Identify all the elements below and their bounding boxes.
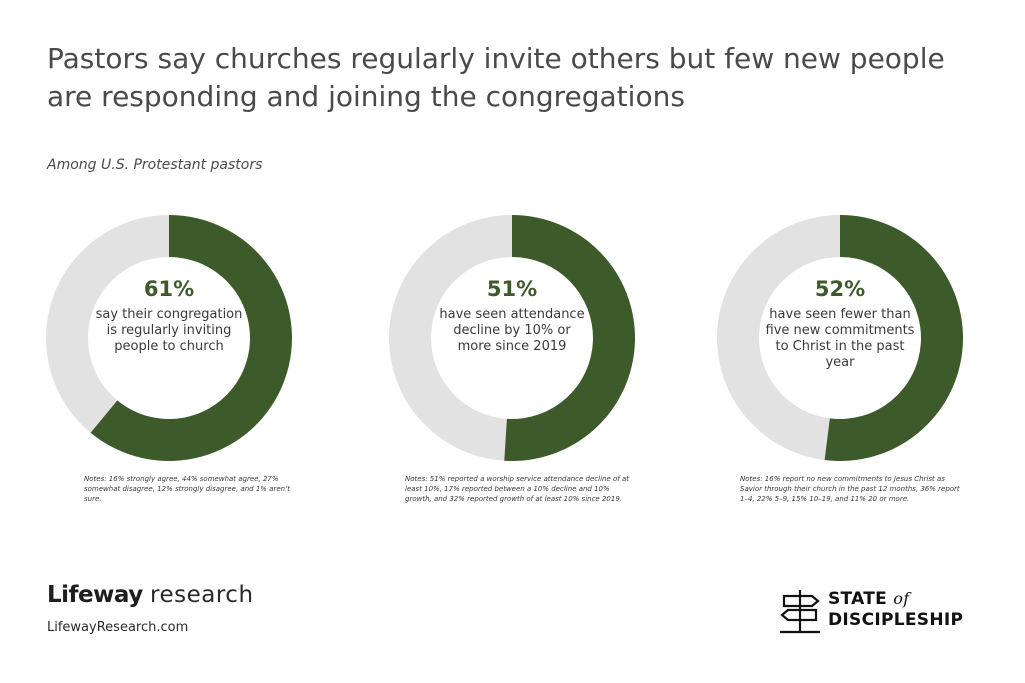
donut-svg-1	[46, 215, 292, 461]
donut-2-value-arc	[504, 215, 635, 461]
donut-3-percent-label: 52%	[814, 277, 866, 301]
donut-1-description: say their congregation is regularly invi…	[95, 307, 243, 354]
website-url: LifewayResearch.com	[47, 620, 189, 635]
donut-2-remainder-arc	[389, 215, 512, 461]
donut-3-value-arc	[824, 215, 963, 461]
donut-3-description: have seen fewer than five new commitment…	[765, 307, 915, 370]
donut-2-note: Notes: 51% reported a worship service at…	[405, 475, 630, 503]
donut-chart-3: 52% have seen fewer than five new commit…	[717, 215, 963, 461]
donut-svg-2	[389, 215, 635, 461]
donut-1-note: Notes: 16% strongly agree, 44% somewhat …	[84, 475, 291, 503]
brand-bold: Lifeway	[47, 582, 143, 608]
donut-chart-2: 51% have seen attendance decline by 10% …	[389, 215, 635, 461]
donut-1-remainder-arc	[46, 215, 169, 433]
donut-chart-1: 61% say their congregation is regularly …	[46, 215, 292, 461]
logo-word-state: STATE	[828, 589, 888, 609]
donut-2-percent-label: 51%	[486, 277, 538, 301]
logo-word-of: of	[893, 589, 910, 608]
lifeway-research-logo: Lifeway research	[47, 582, 254, 608]
donut-2-description: have seen attendance decline by 10% or m…	[439, 307, 585, 354]
chart-title: Pastors say churches regularly invite ot…	[47, 42, 945, 113]
state-of-discipleship-logo: STATE of DISCIPLESHIP	[778, 586, 988, 636]
donut-1-value-arc	[90, 215, 292, 461]
donut-1-percent-label: 61%	[143, 277, 195, 301]
logo-word-discipleship: DISCIPLESHIP	[828, 610, 964, 630]
donut-3-note: Notes: 16% report no new commitments to …	[740, 475, 960, 503]
brand-light: research	[150, 582, 254, 608]
chart-subtitle: Among U.S. Protestant pastors	[47, 157, 263, 173]
donut-svg-3	[717, 215, 963, 461]
signpost-icon	[780, 590, 820, 634]
donut-3-remainder-arc	[717, 215, 840, 461]
